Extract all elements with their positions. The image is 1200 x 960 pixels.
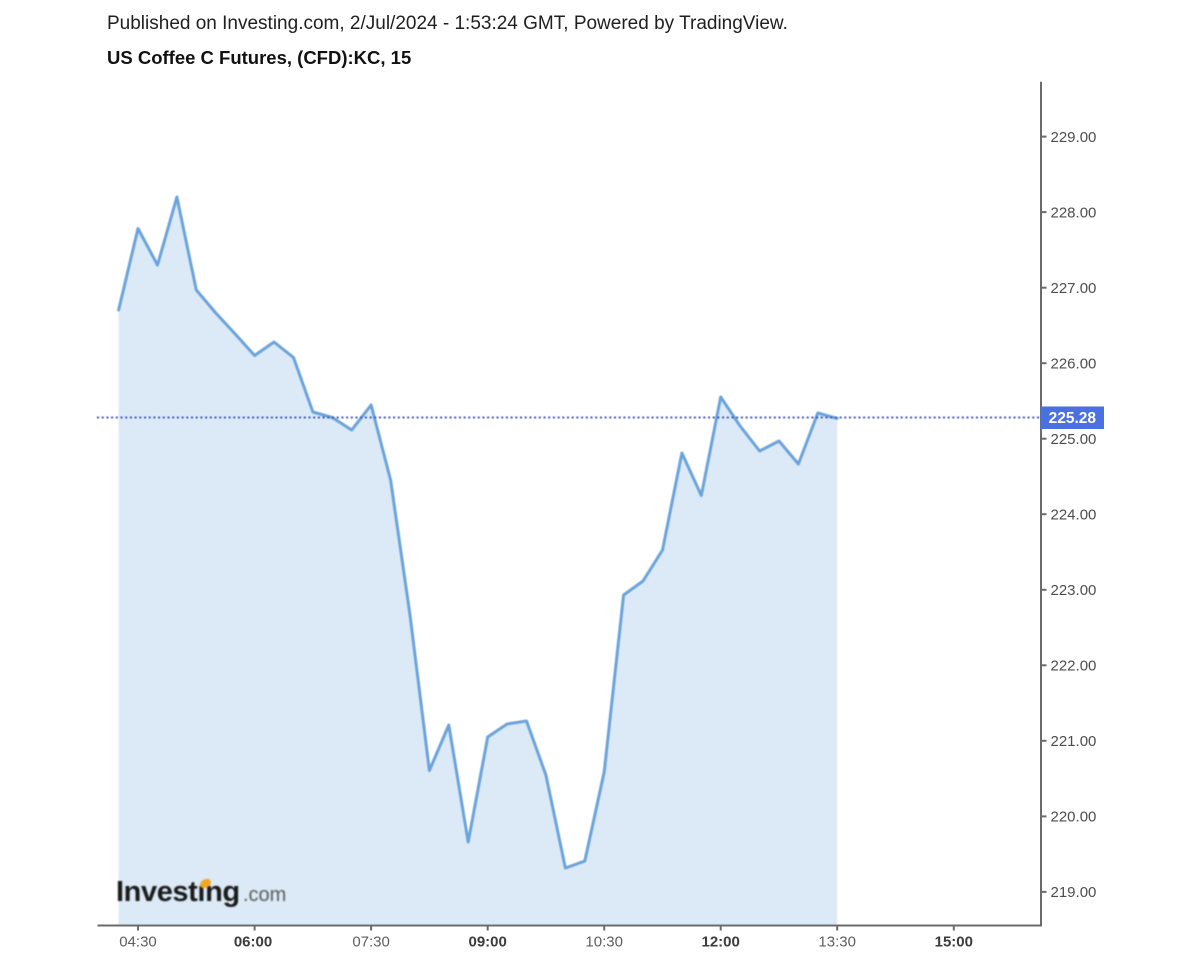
svg-text:Investıng: Investıng bbox=[116, 876, 240, 908]
svg-text:10:30: 10:30 bbox=[585, 934, 623, 951]
svg-text:13:30: 13:30 bbox=[818, 934, 856, 951]
svg-text:229.00: 229.00 bbox=[1051, 129, 1097, 146]
svg-text:225.28: 225.28 bbox=[1049, 410, 1097, 427]
svg-text:223.00: 223.00 bbox=[1051, 582, 1097, 599]
svg-text:.com: .com bbox=[243, 884, 286, 906]
svg-text:221.00: 221.00 bbox=[1051, 733, 1097, 750]
svg-text:226.00: 226.00 bbox=[1051, 356, 1097, 373]
svg-text:15:00: 15:00 bbox=[935, 934, 973, 951]
svg-text:09:00: 09:00 bbox=[469, 934, 507, 951]
svg-text:07:30: 07:30 bbox=[352, 934, 390, 951]
svg-text:219.00: 219.00 bbox=[1051, 884, 1097, 901]
svg-text:222.00: 222.00 bbox=[1051, 658, 1097, 675]
svg-text:225.00: 225.00 bbox=[1051, 431, 1097, 448]
svg-text:12:00: 12:00 bbox=[702, 934, 740, 951]
svg-text:227.00: 227.00 bbox=[1051, 280, 1097, 297]
svg-text:06:00: 06:00 bbox=[234, 934, 272, 951]
svg-text:224.00: 224.00 bbox=[1051, 507, 1097, 524]
svg-text:220.00: 220.00 bbox=[1051, 809, 1097, 826]
svg-text:228.00: 228.00 bbox=[1051, 204, 1097, 221]
svg-text:04:30: 04:30 bbox=[119, 934, 157, 951]
